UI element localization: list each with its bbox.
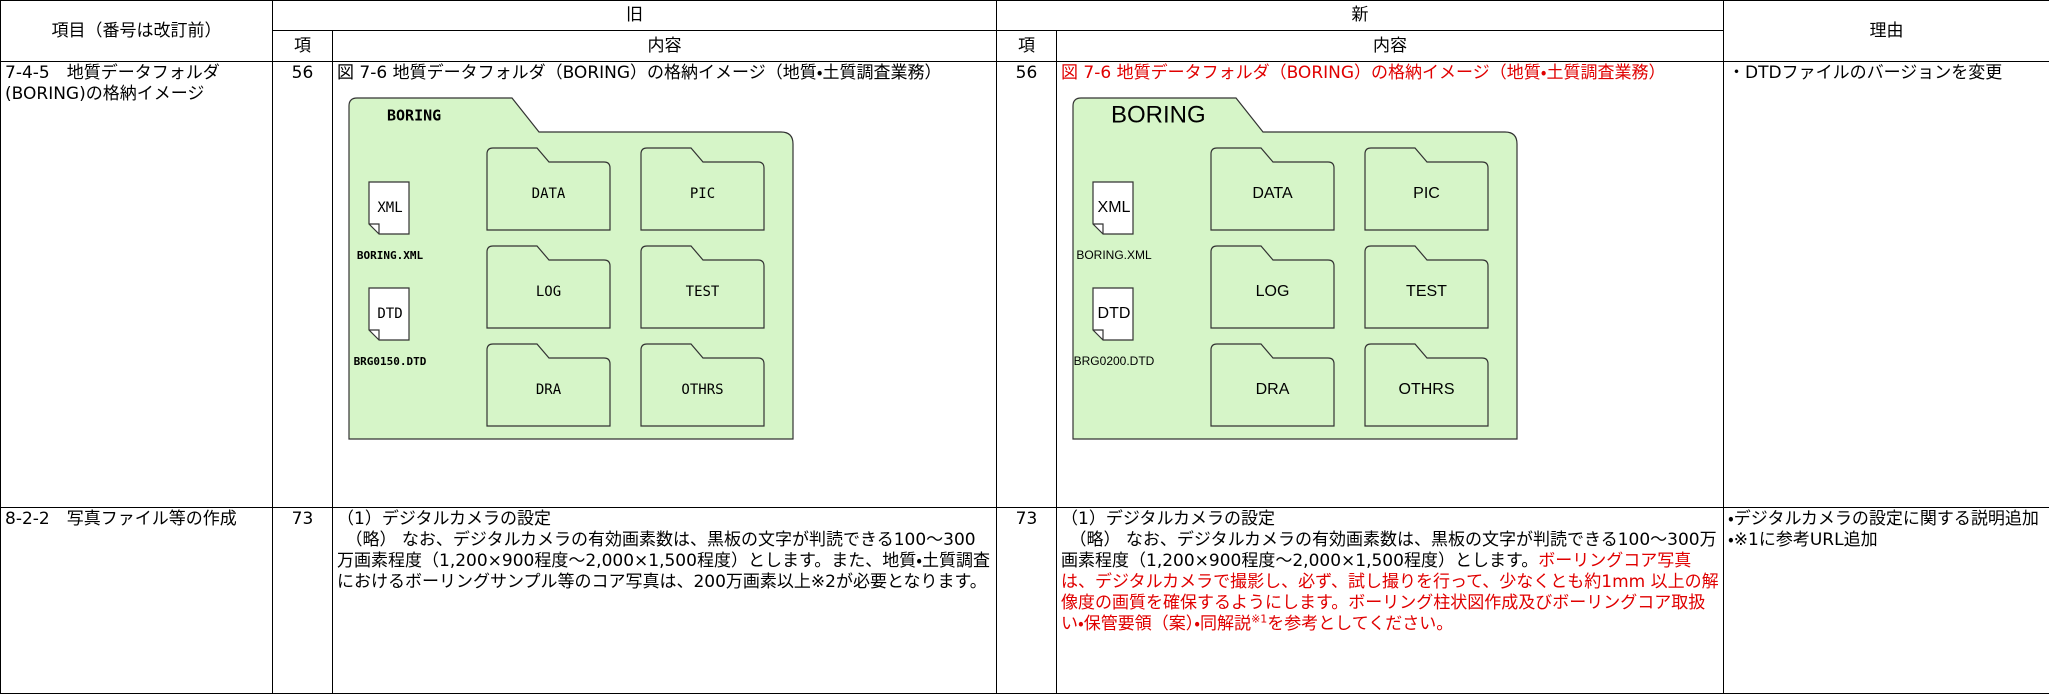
content-cell: （1）デジタルカメラの設定 （略） なお、デジタルカメラの有効画素数は、黒板の文… — [332, 507, 997, 694]
table-row: 7-4-5 地質データフォルダ(BORING)の格納イメージ 56 図 7-6 … — [0, 61, 2049, 508]
added-text: ボーリングコア写真は、デジタルカメラで撮影し、必ず、試し撮りを行って、少なくとも… — [1061, 551, 1719, 634]
item-cell: 8-2-2 写真ファイル等の作成 — [0, 507, 273, 694]
header-cell: 内容 — [1056, 30, 1724, 62]
folder — [1364, 147, 1489, 231]
folder-figure: BORING DATA PIC LOG TEST DRA OTHRS XML BORING.XM… — [348, 97, 794, 440]
root-label: BORING — [387, 107, 441, 125]
header-cell: 項 — [996, 30, 1057, 62]
file-icon-label: XML — [1098, 199, 1131, 216]
folder — [486, 245, 611, 329]
page-no: 73 — [996, 507, 1057, 694]
folder-label: DRA — [536, 382, 562, 398]
folder-label: PIC — [1413, 185, 1440, 202]
folder — [640, 343, 765, 427]
file-name: BRG0150.DTD — [354, 355, 427, 368]
footnote-mark: ※1 — [1251, 612, 1268, 626]
paragraph: （略） なお、デジタルカメラの有効画素数は、黒板の文字が判読できる100～300… — [1061, 530, 1719, 635]
folder-label: TEST — [1406, 283, 1447, 300]
file-icon — [368, 181, 410, 235]
folder — [486, 147, 611, 231]
folder-label: DATA — [532, 186, 566, 202]
folder-label: LOG — [536, 284, 561, 300]
header-cell: 新 — [996, 0, 1724, 31]
reason-line: ・※1に参考URL追加 — [1728, 530, 1878, 550]
header-cell: 理由 — [1723, 0, 2049, 62]
folder — [640, 147, 765, 231]
caption: 図 7-6 地質データフォルダ（BORING）の格納イメージ（地質・土質調査業務… — [1061, 63, 1666, 83]
folder — [1210, 343, 1335, 427]
reason-cell: ・DTDファイルのバージョンを変更 — [1723, 61, 2049, 508]
folder — [486, 343, 611, 427]
header-cell: 内容 — [332, 30, 997, 62]
folder-label: DATA — [1252, 185, 1293, 202]
folder — [1210, 245, 1335, 329]
caption: 図 7-6 地質データフォルダ（BORING）の格納イメージ（地質・土質調査業務… — [337, 63, 942, 83]
content-cell: （1）デジタルカメラの設定 （略） なお、デジタルカメラの有効画素数は、黒板の文… — [1056, 507, 1724, 694]
page-no: 56 — [996, 61, 1057, 508]
reason-line: ・デジタルカメラの設定に関する説明追加 — [1728, 509, 2039, 529]
folder — [1364, 245, 1489, 329]
header-row: 項 内容 項 内容 — [1, 30, 2049, 62]
file-icon — [1092, 287, 1134, 341]
file-name: BRG0200.DTD — [1074, 354, 1155, 368]
root-label: BORING — [1111, 101, 1206, 128]
page-no: 56 — [272, 61, 333, 508]
paragraph: （略） なお、デジタルカメラの有効画素数は、黒板の文字が判読できる100～300… — [337, 530, 991, 592]
folder-label: TEST — [686, 284, 720, 300]
item-cell: 7-4-5 地質データフォルダ(BORING)の格納イメージ — [0, 61, 273, 508]
content-cell: 図 7-6 地質データフォルダ（BORING）の格納イメージ（地質・土質調査業務… — [1056, 61, 1724, 508]
file-name: BORING.XML — [357, 249, 424, 262]
paragraph: （1）デジタルカメラの設定 — [1061, 509, 1275, 529]
file-name: BORING.XML — [1076, 248, 1152, 262]
file-icon-label: DTD — [377, 306, 402, 322]
folder — [1364, 343, 1489, 427]
folder-label: OTHRS — [1399, 381, 1455, 398]
folder-label: LOG — [1256, 283, 1290, 300]
folder-figure: BORING DATA PIC LOG TEST DRA OTHRS XML BORING.XM… — [1072, 97, 1518, 440]
file-icon — [368, 287, 410, 341]
folder-label: OTHRS — [681, 382, 723, 398]
text: （略） なお、デジタルカメラの有効画素数は、黒板の文字が判読できる100～300… — [1061, 530, 1717, 571]
file-icon — [1092, 181, 1134, 235]
content-cell: 図 7-6 地質データフォルダ（BORING）の格納イメージ（地質・土質調査業務… — [332, 61, 997, 508]
paragraph: （1）デジタルカメラの設定 — [337, 509, 551, 529]
folder — [1210, 147, 1335, 231]
header-row: 項目（番号は改訂前） 旧 新 理由 — [0, 0, 2049, 62]
page-no: 73 — [272, 507, 333, 694]
file-icon-label: DTD — [1098, 305, 1131, 322]
folder-label: DRA — [1256, 381, 1290, 398]
folder-label: PIC — [690, 186, 715, 202]
added-text: を参考としてください。 — [1267, 614, 1454, 634]
reason-cell: ・デジタルカメラの設定に関する説明追加 ・※1に参考URL追加 — [1723, 507, 2049, 694]
file-icon-label: XML — [377, 200, 402, 216]
folder — [640, 245, 765, 329]
table-row: 8-2-2 写真ファイル等の作成 73 （1）デジタルカメラの設定 （略） なお… — [0, 507, 2049, 694]
header-cell: 項 — [272, 30, 333, 62]
reason-line: ・DTDファイルのバージョンを変更 — [1728, 63, 2003, 83]
header-cell: 旧 — [272, 0, 997, 31]
header-cell: 項目（番号は改訂前） — [0, 0, 273, 62]
